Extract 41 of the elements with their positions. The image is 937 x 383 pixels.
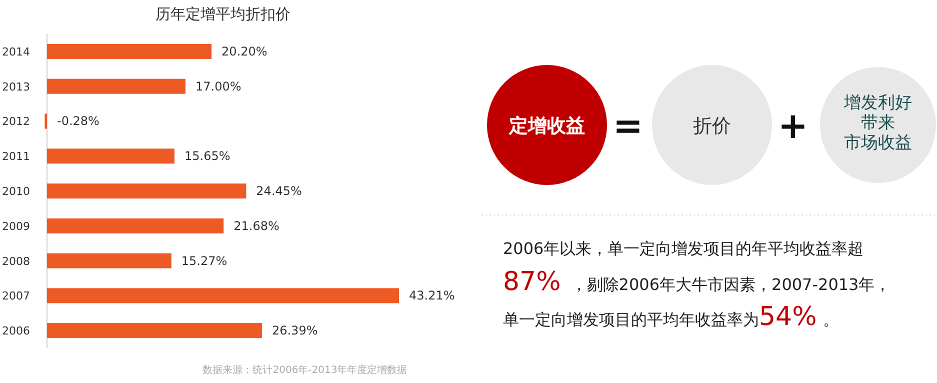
text: 单一定向增发项目的平均年收益率为 — [503, 310, 759, 329]
data-label: 43.21% — [409, 288, 455, 303]
bar — [47, 184, 246, 198]
source-note: 数据来源：统计2006年-2013年年度定增数据 — [202, 364, 408, 376]
y-tick-label: 2013 — [2, 80, 30, 94]
y-tick-label: 2014 — [2, 45, 30, 58]
y-tick-label: 2006 — [2, 324, 30, 338]
y-tick-label: 2009 — [2, 220, 30, 233]
text: 定增收益 — [508, 115, 585, 137]
text: 带来 — [861, 113, 895, 133]
data-label: 26.39% — [272, 324, 318, 338]
data-label: 15.65% — [184, 149, 230, 164]
bar — [47, 44, 212, 59]
data-label: 17.00% — [195, 79, 242, 94]
text: 增发利好 — [843, 93, 912, 113]
y-tick-label: 2007 — [2, 290, 30, 303]
text: 折价 — [693, 115, 731, 137]
data-label: -0.28% — [57, 114, 100, 128]
data-label: 15.27% — [181, 254, 228, 268]
text: 市场收益 — [844, 133, 912, 153]
text: + — [778, 106, 808, 147]
text: 。 — [822, 310, 839, 329]
y-tick-label: 2012 — [2, 115, 30, 128]
data-label: 24.45% — [256, 184, 302, 198]
data-label: 21.68% — [234, 218, 280, 233]
bar — [47, 288, 399, 304]
text: 54% — [759, 302, 817, 332]
bar — [47, 253, 172, 268]
y-tick-label: 2010 — [2, 185, 30, 198]
y-tick-label: 2011 — [2, 150, 30, 164]
chart-title: 历年定增平均折扣价 — [156, 5, 290, 23]
data-label: 20.20% — [222, 44, 268, 58]
bar — [47, 148, 174, 164]
bar — [47, 78, 186, 94]
text: 87% — [503, 267, 561, 297]
bar — [47, 323, 262, 338]
text: 2006年以来，单一定向增发项目的年平均收益率超 — [503, 239, 864, 258]
text: ，剔除2006年大牛市因素，2007-2013年， — [570, 275, 891, 294]
y-tick-label: 2008 — [2, 254, 30, 268]
text: = — [612, 106, 644, 147]
bar — [47, 218, 224, 234]
